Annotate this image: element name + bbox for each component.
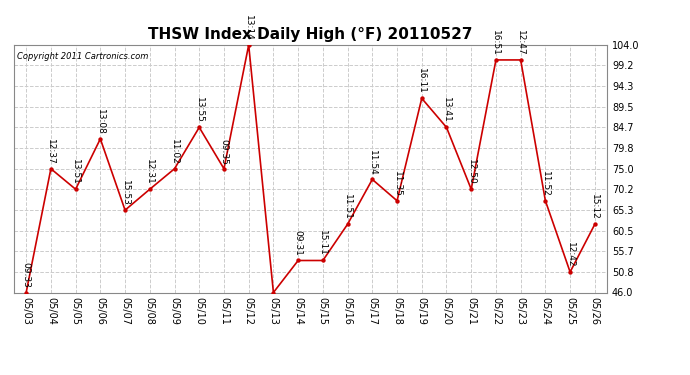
Point [515, 57, 526, 63]
Point [466, 186, 477, 192]
Point [391, 198, 402, 204]
Point [219, 166, 230, 172]
Text: 15:12: 15:12 [591, 194, 600, 220]
Point [70, 186, 81, 192]
Text: 15:53: 15:53 [121, 180, 130, 206]
Text: 13:55: 13:55 [195, 98, 204, 123]
Text: 11:02: 11:02 [170, 139, 179, 165]
Text: 13:14: 13:14 [244, 15, 253, 41]
Text: 12:47: 12:47 [516, 30, 525, 56]
Text: 11:35: 11:35 [393, 171, 402, 196]
Text: 13:08: 13:08 [96, 109, 105, 135]
Point [46, 166, 57, 172]
Point [491, 57, 502, 63]
Point [564, 269, 575, 275]
Point [169, 166, 180, 172]
Point [268, 290, 279, 296]
Point [589, 221, 600, 227]
Text: 16:51: 16:51 [491, 30, 500, 56]
Point [342, 221, 353, 227]
Text: 13:51: 13:51 [71, 159, 80, 185]
Point [119, 207, 130, 213]
Text: 16:11: 16:11 [417, 68, 426, 94]
Point [367, 176, 378, 182]
Text: 12:37: 12:37 [46, 139, 55, 165]
Point [243, 42, 254, 48]
Point [21, 290, 32, 296]
Title: THSW Index Daily High (°F) 20110527: THSW Index Daily High (°F) 20110527 [148, 27, 473, 42]
Point [416, 95, 427, 101]
Text: 09:33: 09:33 [21, 262, 30, 288]
Text: 11:52: 11:52 [541, 171, 550, 196]
Text: 11:54: 11:54 [368, 150, 377, 175]
Point [95, 136, 106, 142]
Text: 09:31: 09:31 [294, 231, 303, 256]
Text: 13:41: 13:41 [442, 98, 451, 123]
Point [293, 258, 304, 264]
Text: 11:51: 11:51 [343, 194, 352, 220]
Text: 09:35: 09:35 [219, 139, 228, 165]
Text: 12:42: 12:42 [566, 242, 575, 268]
Text: 15:11: 15:11 [318, 231, 327, 256]
Text: Copyright 2011 Cartronics.com: Copyright 2011 Cartronics.com [17, 53, 148, 62]
Point [540, 198, 551, 204]
Text: 12:31: 12:31 [146, 159, 155, 185]
Point [194, 124, 205, 130]
Point [441, 124, 452, 130]
Point [317, 258, 328, 264]
Text: 12:50: 12:50 [466, 159, 475, 185]
Point [144, 186, 155, 192]
